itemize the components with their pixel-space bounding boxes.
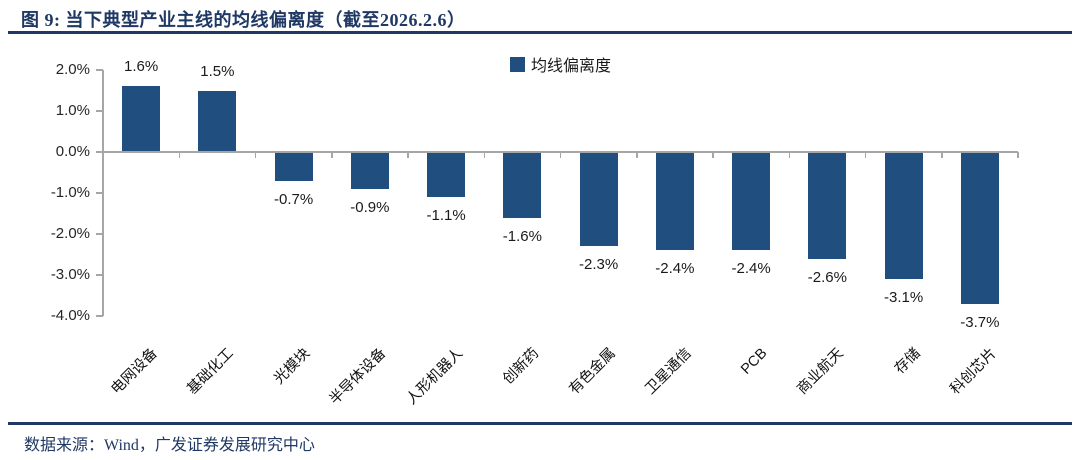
x-axis-tick-mark (178, 152, 180, 158)
x-axis-tick-mark (941, 152, 943, 158)
y-axis-tick-label: 2.0% (55, 61, 90, 78)
y-axis-tick-label: -1.0% (50, 184, 90, 201)
bar (732, 152, 771, 251)
chart-legend: 均线偏离度 (103, 52, 1018, 76)
x-axis-category-label: 卫星通信 (642, 345, 695, 398)
bar (960, 152, 999, 304)
x-axis-category-label: 有色金属 (565, 345, 619, 398)
bar-value-label: -2.3% (579, 256, 619, 274)
y-axis-tick-label: -4.0% (50, 307, 90, 324)
bar (122, 86, 161, 152)
bar (579, 152, 618, 247)
bar (808, 152, 847, 259)
y-axis-tick-mark (96, 151, 103, 153)
source-note: 数据来源：Wind，广发证券发展研究中心 (24, 437, 315, 454)
footer-divider (8, 422, 1072, 425)
x-axis-tick-mark (636, 152, 638, 158)
x-axis-tick-mark (331, 152, 333, 158)
bar-value-label: -3.7% (960, 313, 1000, 331)
x-axis-category-label: 商业航天 (794, 345, 848, 398)
bar (198, 90, 237, 152)
legend-label: 均线偏离度 (530, 58, 611, 75)
bar-value-label: 1.5% (200, 62, 235, 80)
x-axis-category-label: 半导体设备 (326, 345, 390, 408)
bar (427, 152, 466, 198)
bar-value-label: -0.9% (350, 198, 390, 216)
x-axis-category-label: 人形机器人 (403, 345, 466, 408)
x-axis-tick-mark (254, 152, 257, 158)
x-axis-category-label: 科创芯片 (947, 345, 1000, 398)
x-axis-tick-mark (1017, 152, 1019, 158)
bar (274, 152, 313, 181)
y-axis-tick-label: -3.0% (50, 266, 90, 283)
bar (503, 152, 542, 218)
x-axis-category-label: 存储 (891, 345, 924, 378)
x-axis-tick-mark (788, 152, 790, 158)
bar-value-label: 1.6% (124, 58, 159, 76)
x-axis-tick-mark (864, 152, 867, 158)
bar-value-label: -2.4% (655, 260, 695, 278)
y-axis-tick-mark (96, 192, 103, 194)
figure-title: 图 9: 当下典型产业主线的均线偏离度（截至2026.2.6） (21, 10, 466, 30)
x-axis-zero-line (103, 151, 1018, 153)
bar-value-label: -2.6% (807, 268, 847, 286)
y-axis-tick-label: -2.0% (50, 225, 90, 242)
x-axis-tick-mark (559, 152, 562, 158)
y-axis-tick-label: 0.0% (55, 143, 90, 160)
x-axis-category-label: PCB (738, 345, 771, 378)
bar (884, 152, 923, 280)
y-axis-tick-mark (96, 69, 103, 71)
y-axis-line (102, 70, 104, 316)
bar-value-label: -1.1% (426, 207, 466, 225)
x-axis-tick-mark (407, 152, 409, 158)
x-axis-tick-mark (102, 152, 104, 158)
x-axis-tick-mark (483, 152, 485, 158)
x-axis-category-label: 光模块 (271, 345, 314, 388)
y-axis-tick-mark (96, 274, 103, 276)
x-axis-category-label: 创新药 (499, 345, 543, 388)
bar-value-label: -2.4% (731, 260, 771, 278)
y-axis-tick-mark (96, 315, 103, 317)
bar-value-label: -3.1% (884, 289, 924, 307)
bar (350, 152, 389, 189)
y-axis-tick-label: 1.0% (55, 102, 90, 119)
bar (655, 152, 694, 251)
title-divider (8, 31, 1072, 34)
x-axis-category-label: 电网设备 (108, 345, 161, 398)
x-axis-tick-mark (712, 152, 714, 158)
y-axis-tick-mark (96, 233, 103, 235)
bar-value-label: -1.6% (502, 227, 542, 245)
bar-value-label: -0.7% (274, 190, 314, 208)
x-axis-category-label: 基础化工 (184, 345, 238, 398)
y-axis-tick-mark (96, 110, 103, 112)
legend-marker-icon (509, 56, 525, 72)
